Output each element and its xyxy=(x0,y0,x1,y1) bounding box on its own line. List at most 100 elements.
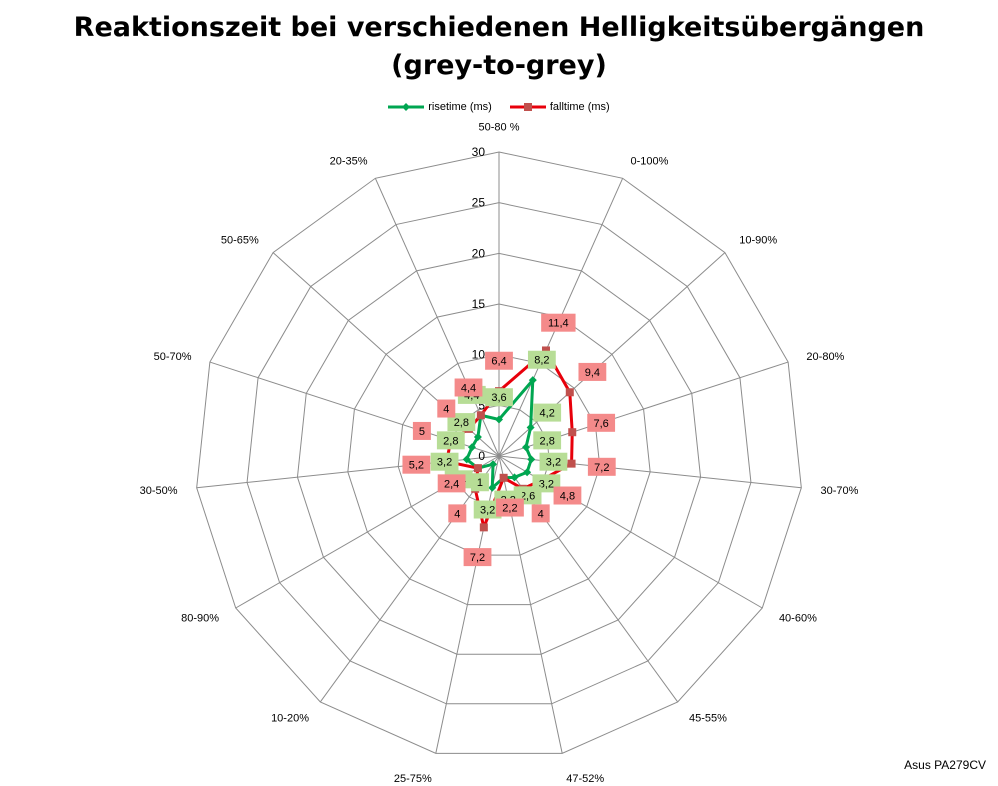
category-label: 25-75% xyxy=(394,773,432,785)
data-point xyxy=(495,415,503,424)
series-line xyxy=(465,378,535,490)
radar-grid xyxy=(196,151,802,754)
data-point xyxy=(479,523,488,532)
data-label-box xyxy=(541,313,576,332)
spoke-9 xyxy=(319,455,500,703)
radial-tick-label: 10 xyxy=(472,348,486,362)
data-label-box xyxy=(436,431,465,450)
data-label-box xyxy=(533,403,562,422)
data-point xyxy=(568,428,577,437)
data-label-box xyxy=(402,455,431,474)
data-label-box xyxy=(527,350,556,369)
category-label: 40-60% xyxy=(779,613,817,625)
spoke-14 xyxy=(374,178,500,457)
data-label-box xyxy=(533,431,562,450)
data-label: 7,2 xyxy=(470,552,485,564)
data-label-box xyxy=(463,548,492,567)
data-label-box xyxy=(531,504,550,523)
data-label: 6,4 xyxy=(491,356,506,368)
data-label: 9,4 xyxy=(585,367,600,379)
data-point xyxy=(468,443,477,452)
grid-ring-6 xyxy=(196,151,802,754)
data-label-box xyxy=(473,500,502,519)
data-label: 4,4 xyxy=(461,382,476,394)
grid-ring-2 xyxy=(397,354,601,556)
data-point xyxy=(526,423,535,432)
data-point xyxy=(527,455,536,464)
legend-label-falltime: falltime (ms) xyxy=(549,101,610,113)
data-label: 3,2 xyxy=(480,505,495,517)
data-label-box xyxy=(485,351,513,370)
data-label: 3,2 xyxy=(546,457,561,469)
chart-title: Reaktionszeit bei verschiedenen Helligke… xyxy=(73,12,925,43)
data-label: 2,4 xyxy=(444,478,459,490)
data-label-box xyxy=(539,452,568,471)
data-label: 8,2 xyxy=(534,355,549,367)
category-label: 20-35% xyxy=(330,156,368,168)
radial-tick-label: 20 xyxy=(472,246,486,260)
data-point xyxy=(565,388,574,397)
chart-subtitle: (grey-to-grey) xyxy=(391,50,607,81)
data-label: 2,8 xyxy=(540,435,555,447)
data-label: 2,2 xyxy=(502,503,517,515)
data-label: 3,2 xyxy=(539,478,554,490)
data-label: 4 xyxy=(454,508,460,520)
data-label-box xyxy=(447,413,476,432)
data-point xyxy=(473,464,482,473)
category-label: 50-65% xyxy=(221,235,259,247)
data-point xyxy=(476,411,485,420)
data-label: 2,8 xyxy=(454,417,469,429)
data-label-box xyxy=(454,378,483,397)
category-label: 30-50% xyxy=(140,485,178,497)
radial-tick-label: 30 xyxy=(472,145,486,159)
watermark-text: Asus PA279CV xyxy=(904,758,986,772)
category-label: 0-100% xyxy=(630,156,668,168)
spoke-2 xyxy=(498,252,726,457)
data-point xyxy=(499,473,508,482)
category-label: 50-70% xyxy=(154,351,192,363)
category-label: 47-52% xyxy=(566,773,604,785)
data-label: 4 xyxy=(443,404,449,416)
data-label: 3,2 xyxy=(437,457,452,469)
legend: risetime (ms) falltime (ms) xyxy=(0,101,998,113)
grid-ring-3 xyxy=(347,303,651,606)
data-point xyxy=(541,346,550,355)
radial-tick-label: 5 xyxy=(478,398,485,412)
legend-swatch-risetime xyxy=(388,103,425,111)
data-label-box xyxy=(578,362,607,381)
data-label-box xyxy=(470,473,489,492)
grid-ring-4 xyxy=(296,252,702,655)
category-label: 50-80 % xyxy=(479,122,520,134)
data-point xyxy=(523,468,532,477)
data-point xyxy=(510,473,519,482)
radial-tick-label: 25 xyxy=(472,196,486,210)
data-point xyxy=(488,483,497,492)
data-label: 7,6 xyxy=(594,418,609,430)
data-label: 3,6 xyxy=(491,392,506,404)
category-label: 80-90% xyxy=(181,613,219,625)
data-label: 5 xyxy=(419,426,425,438)
data-label-box xyxy=(412,421,431,440)
data-label: 4 xyxy=(538,508,544,520)
legend-label-risetime: risetime (ms) xyxy=(428,101,492,113)
radial-tick-label: 15 xyxy=(472,297,486,311)
category-label: 45-55% xyxy=(689,713,727,725)
category-label: 30-70% xyxy=(820,485,858,497)
data-label: 11,4 xyxy=(548,318,569,330)
data-label: 5,2 xyxy=(409,460,424,472)
legend-item-risetime: risetime (ms) xyxy=(388,101,492,113)
legend-item-falltime: falltime (ms) xyxy=(509,101,610,113)
legend-swatch-falltime xyxy=(509,103,546,111)
data-label: 1 xyxy=(477,477,483,489)
data-point xyxy=(528,376,537,385)
data-label: 4,2 xyxy=(540,408,555,420)
data-point xyxy=(462,455,471,464)
data-label-box xyxy=(437,399,456,418)
category-label: 10-90% xyxy=(739,235,777,247)
data-label-box xyxy=(448,504,467,523)
category-label: 10-20% xyxy=(271,713,309,725)
data-label-box xyxy=(587,413,616,432)
grid-ring-5 xyxy=(246,202,752,705)
data-label-box xyxy=(430,452,459,471)
